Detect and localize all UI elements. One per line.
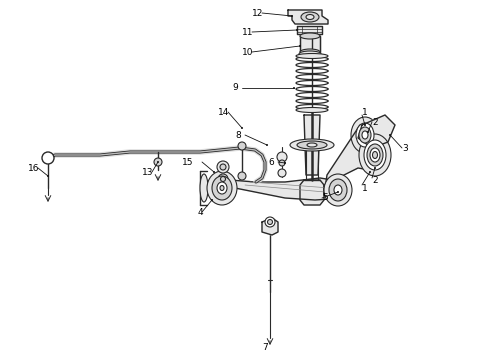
Polygon shape <box>297 26 322 34</box>
Polygon shape <box>358 115 395 148</box>
Ellipse shape <box>220 176 225 181</box>
Ellipse shape <box>296 54 328 59</box>
Circle shape <box>367 131 369 133</box>
Circle shape <box>241 127 243 129</box>
Ellipse shape <box>279 160 285 166</box>
Circle shape <box>364 124 366 126</box>
Polygon shape <box>218 178 350 200</box>
Circle shape <box>337 191 339 193</box>
Ellipse shape <box>370 148 380 162</box>
Ellipse shape <box>359 134 391 176</box>
Ellipse shape <box>300 49 320 55</box>
Ellipse shape <box>217 182 227 194</box>
Ellipse shape <box>200 174 208 202</box>
Ellipse shape <box>238 172 246 180</box>
Circle shape <box>299 45 301 47</box>
Ellipse shape <box>265 217 275 227</box>
Ellipse shape <box>356 123 374 147</box>
Ellipse shape <box>154 158 162 166</box>
Ellipse shape <box>372 152 377 158</box>
Text: 2: 2 <box>372 176 378 185</box>
Text: 10: 10 <box>242 48 253 57</box>
Circle shape <box>47 175 49 177</box>
Ellipse shape <box>238 142 246 150</box>
Ellipse shape <box>217 161 229 173</box>
Ellipse shape <box>278 169 286 177</box>
Circle shape <box>157 161 159 163</box>
Polygon shape <box>324 125 382 195</box>
Polygon shape <box>304 115 320 175</box>
Text: 15: 15 <box>182 158 194 166</box>
Text: 1: 1 <box>362 108 368 117</box>
Text: 7: 7 <box>262 343 268 352</box>
Text: 9: 9 <box>232 84 238 93</box>
Circle shape <box>374 167 376 169</box>
Circle shape <box>291 15 293 17</box>
Ellipse shape <box>296 108 328 112</box>
Text: 14: 14 <box>218 108 229 117</box>
Polygon shape <box>300 180 324 205</box>
Ellipse shape <box>300 33 320 39</box>
Circle shape <box>284 162 286 164</box>
Ellipse shape <box>367 144 383 166</box>
Text: 12: 12 <box>252 9 264 18</box>
Ellipse shape <box>277 152 287 162</box>
Circle shape <box>213 171 215 173</box>
Ellipse shape <box>218 174 228 184</box>
Ellipse shape <box>212 176 232 200</box>
Text: 3: 3 <box>402 144 408 153</box>
Polygon shape <box>288 10 328 24</box>
Ellipse shape <box>299 51 321 57</box>
Ellipse shape <box>362 131 368 139</box>
Ellipse shape <box>307 143 317 147</box>
Polygon shape <box>262 218 278 235</box>
Ellipse shape <box>306 14 314 19</box>
Ellipse shape <box>329 179 347 201</box>
Circle shape <box>296 29 298 31</box>
Text: 16: 16 <box>28 163 40 172</box>
Ellipse shape <box>324 174 352 206</box>
Circle shape <box>211 199 213 201</box>
Text: 2: 2 <box>372 117 378 126</box>
Text: 8: 8 <box>235 131 241 140</box>
Ellipse shape <box>334 185 342 195</box>
Ellipse shape <box>290 139 334 151</box>
Text: 5: 5 <box>322 194 328 202</box>
Text: 13: 13 <box>142 167 153 176</box>
Ellipse shape <box>301 12 319 22</box>
Circle shape <box>293 87 295 89</box>
Ellipse shape <box>364 140 386 170</box>
Text: 6: 6 <box>268 158 274 166</box>
Circle shape <box>389 134 391 136</box>
Circle shape <box>369 171 371 173</box>
Text: 11: 11 <box>242 27 253 36</box>
Circle shape <box>266 144 268 146</box>
Ellipse shape <box>220 164 226 170</box>
Ellipse shape <box>351 117 379 153</box>
Polygon shape <box>300 36 320 52</box>
Ellipse shape <box>268 220 272 225</box>
Ellipse shape <box>207 171 237 205</box>
Ellipse shape <box>297 141 327 149</box>
Circle shape <box>42 152 54 164</box>
Ellipse shape <box>220 185 224 190</box>
Text: 1: 1 <box>362 184 368 193</box>
Ellipse shape <box>359 127 371 143</box>
Text: 4: 4 <box>198 207 204 216</box>
